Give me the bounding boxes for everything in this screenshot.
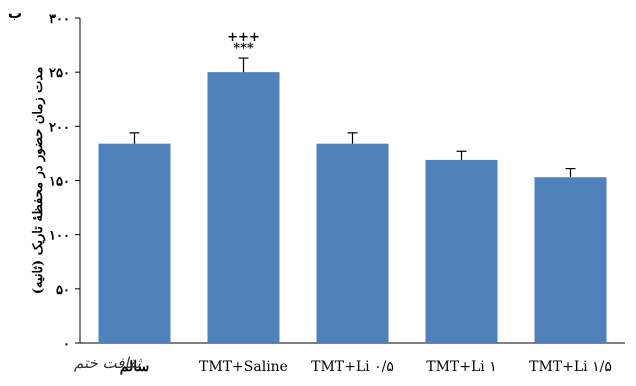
x-tick-label: TMT+Li ۰/۵: [311, 359, 394, 375]
y-tick-label: ۵۰: [56, 283, 70, 298]
x-tick-label: سالم: [120, 359, 150, 375]
bar: [316, 143, 389, 343]
y-tick-label: ۲۰۰: [49, 120, 70, 135]
bar: [207, 72, 280, 344]
logo: ثقافت ختم: [74, 354, 141, 372]
bar: [98, 143, 171, 343]
y-tick-label: ۲۵۰: [49, 66, 70, 81]
y-tick-label: ۱۰۰: [49, 229, 70, 244]
y-tick-label: ۱۵۰: [49, 175, 70, 190]
bar: [425, 159, 498, 343]
bar: [534, 177, 607, 343]
x-tick-label: TMT+Li ۱: [426, 359, 497, 375]
x-tick-label: TMT+Saline: [199, 359, 288, 375]
x-tick-label: TMT+Li ۱/۵: [529, 359, 612, 375]
panel-label: ب: [8, 6, 23, 22]
significance-marker: +++: [227, 30, 260, 45]
y-tick-label: ۰: [63, 337, 70, 352]
y-tick-label: ۳۰۰: [49, 12, 70, 27]
significance-marker: ***: [233, 41, 254, 56]
y-axis-label: مدت زمان حضور در محفظهٔ تاریک (ثانیه): [31, 67, 46, 294]
